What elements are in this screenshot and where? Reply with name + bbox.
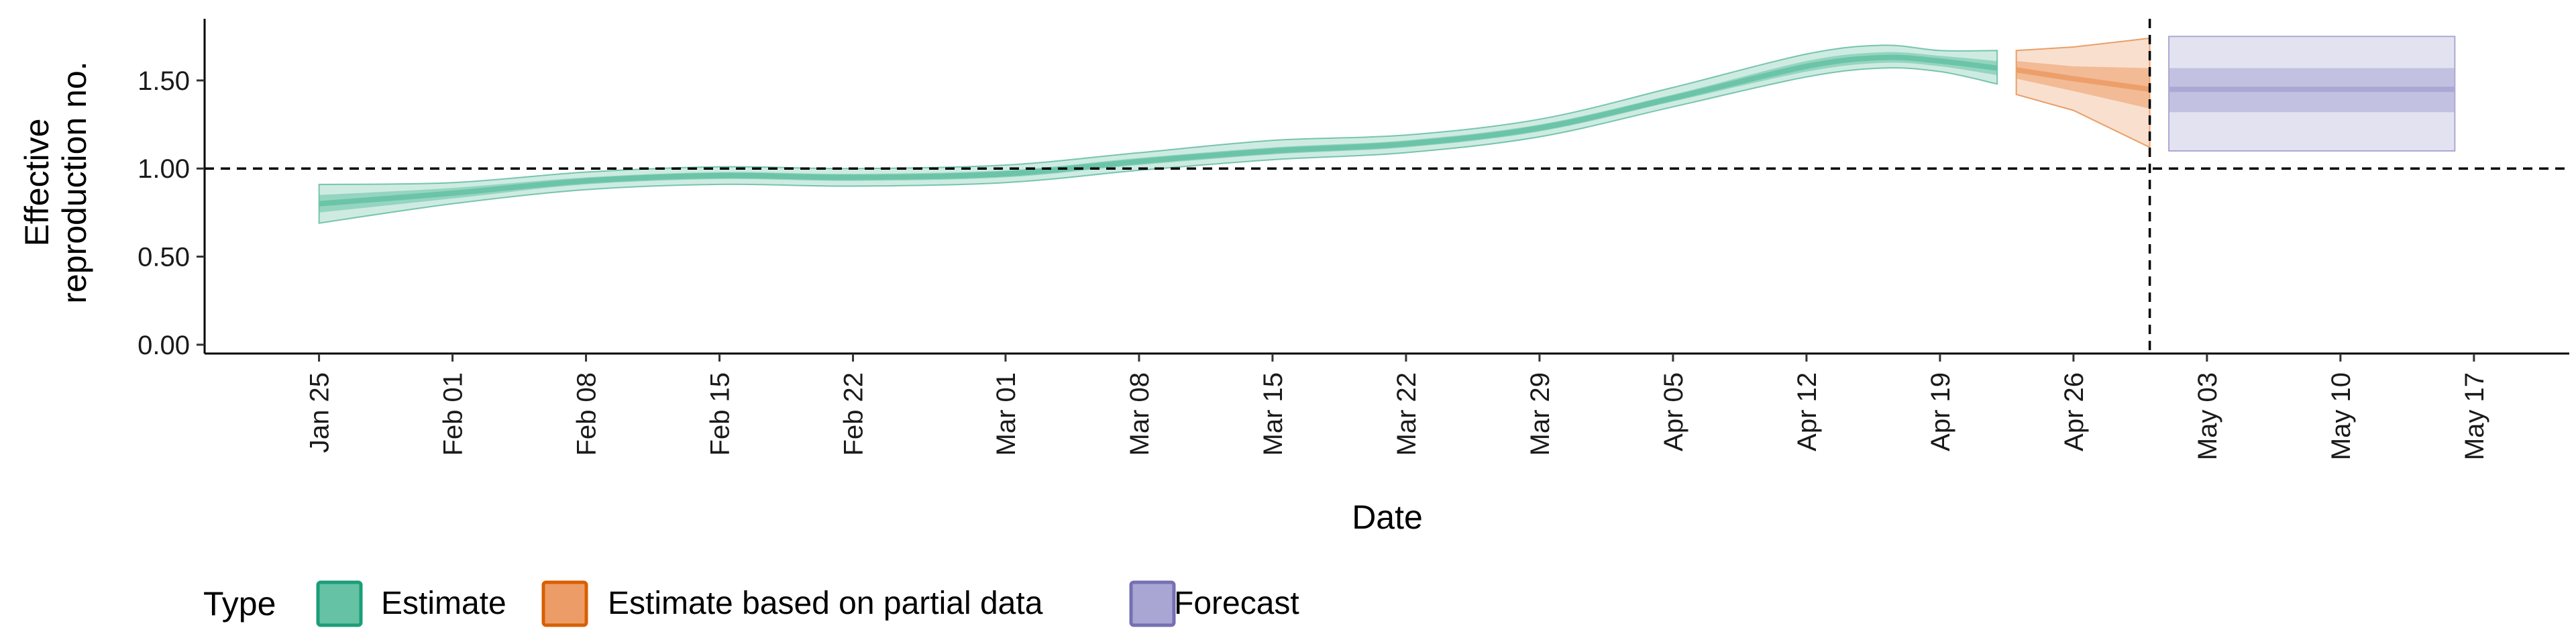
y-axis-title-line-1: Effective — [18, 119, 56, 247]
x-tick-label: Apr 26 — [2059, 372, 2089, 451]
x-tick-label: Apr 05 — [1659, 372, 1688, 451]
legend-key-forecast — [1129, 580, 1176, 627]
x-tick-label: Feb 22 — [839, 372, 869, 456]
series-estimate — [318, 44, 1998, 224]
x-tick-label: May 10 — [2326, 372, 2356, 460]
y-tick-label: 1.50 — [138, 66, 190, 96]
x-tick-label: Feb 01 — [439, 372, 468, 456]
x-tick-label: Mar 29 — [1525, 372, 1555, 456]
legend: Type Estimate Estimate based on partial … — [203, 580, 1299, 627]
median-line — [2015, 67, 2151, 93]
ribbon-90 — [318, 44, 1998, 224]
plot-area — [205, 19, 2569, 354]
ribbon-50 — [319, 52, 1998, 213]
x-tick-label: Mar 08 — [1125, 372, 1155, 456]
x-tick-label: Feb 08 — [572, 372, 602, 456]
x-tick-label: Mar 15 — [1258, 372, 1288, 456]
x-tick-label: Jan 25 — [305, 372, 335, 453]
x-axis-title: Date — [1352, 498, 1423, 536]
x-tick-label: Feb 15 — [706, 372, 735, 456]
median-line — [319, 54, 1998, 207]
y-axis-title-line-2: reproduction no. — [56, 61, 93, 303]
x-tick-label: Apr 19 — [1926, 372, 1955, 451]
x-tick-label: Mar 01 — [991, 372, 1021, 456]
legend-title: Type — [203, 585, 276, 623]
x-axis-ticks: Jan 25 Feb 01 Feb 08 Feb 15 Feb 22 Mar 01 Mar … — [305, 354, 2489, 460]
y-axis-ticks: 0.00 0.50 1.00 1.50 — [138, 66, 205, 360]
series-estimate-based-on-partial-data — [2015, 37, 2151, 149]
legend-key-partial — [541, 580, 588, 627]
y-tick-label: 1.00 — [138, 154, 190, 184]
legend-label-estimate: Estimate — [381, 586, 506, 621]
x-tick-label: May 03 — [2193, 372, 2222, 460]
legend-key-estimate — [316, 580, 363, 627]
y-tick-label: 0.50 — [138, 243, 190, 272]
legend-label-partial: Estimate based on partial data — [608, 586, 1043, 621]
x-tick-label: Apr 12 — [1792, 372, 1822, 451]
x-tick-label: Mar 22 — [1392, 372, 1421, 456]
x-tick-label: May 17 — [2460, 372, 2489, 460]
legend-label-forecast: Forecast — [1174, 586, 1299, 621]
y-tick-label: 0.00 — [138, 331, 190, 360]
series-forecast — [2168, 36, 2456, 152]
